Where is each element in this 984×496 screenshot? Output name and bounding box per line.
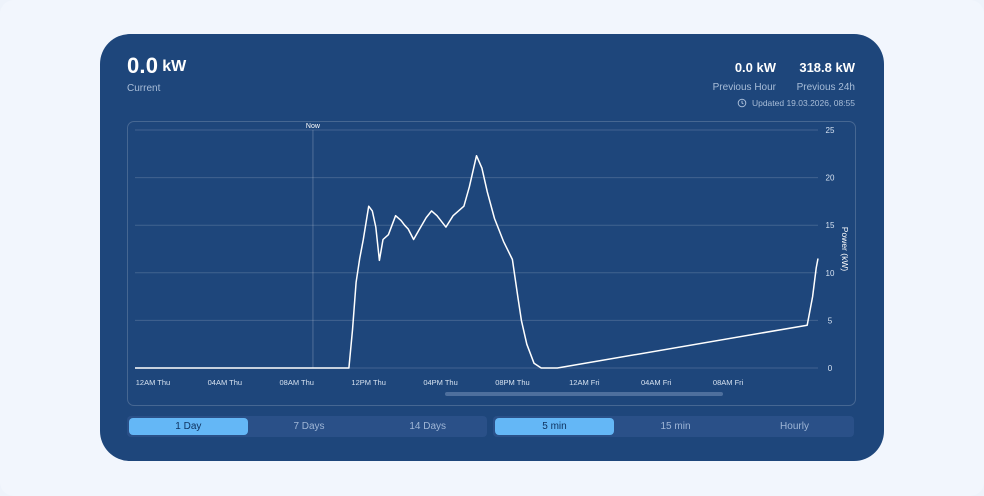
- y-tick-label: 25: [826, 126, 835, 135]
- y-tick-label: 5: [828, 316, 833, 325]
- now-marker-label: Now: [306, 123, 321, 130]
- y-tick-label: 10: [826, 269, 835, 278]
- power-series-line: [135, 154, 819, 369]
- range-option-1-day[interactable]: 1 Day: [129, 418, 248, 435]
- current-power: 0.0 kW Current: [127, 53, 186, 94]
- power-chart-svg: 0 5 10 15 20 25 Power (kW) Now 12AM Thu 04AM Thu 0…: [135, 123, 850, 387]
- current-power-value: 0.0: [127, 53, 159, 78]
- range-option-14-days[interactable]: 14 Days: [409, 421, 447, 432]
- x-tick-label: 12PM Thu: [351, 378, 385, 387]
- y-tick-label: 15: [826, 221, 835, 230]
- energy-card: 0.0 kW Current 0.0 kW Previous Hour 318.8…: [100, 34, 884, 461]
- updated-text: Updated 19.03.2026, 08:55: [751, 98, 855, 108]
- current-power-unit: kW: [162, 58, 187, 75]
- current-power-caption: Current: [127, 83, 161, 94]
- x-tick-label: 08AM Thu: [280, 378, 314, 387]
- x-tick-label: 08AM Fri: [713, 378, 744, 387]
- previous-24h-value: 318.8 kW: [799, 60, 855, 75]
- updated-timestamp: Updated 19.03.2026, 08:55: [737, 98, 855, 108]
- refresh-clock-icon: [737, 98, 747, 108]
- chart-scrollbar[interactable]: [445, 392, 723, 396]
- x-tick-label: 04AM Fri: [641, 378, 672, 387]
- previous-24h-caption: Previous 24h: [796, 82, 855, 93]
- previous-hour-stat: 0.0 kW Previous Hour: [713, 60, 776, 93]
- previous-24h-stat: 318.8 kW Previous 24h: [797, 60, 855, 93]
- y-tick-label: 20: [826, 174, 835, 183]
- x-tick-label: 08PM Thu: [495, 378, 529, 387]
- x-tick-label: 04AM Thu: [208, 378, 242, 387]
- previous-hour-value: 0.0 kW: [734, 60, 776, 75]
- x-tick-label: 12AM Fri: [569, 378, 600, 387]
- x-tick-label: 12AM Thu: [136, 378, 170, 387]
- range-selector: 1 Day 7 Days 14 Days: [127, 416, 487, 437]
- y-tick-label: 0: [828, 364, 833, 373]
- range-option-7-days[interactable]: 7 Days: [293, 421, 325, 432]
- previous-hour-caption: Previous Hour: [712, 82, 776, 93]
- interval-selector: 5 min 15 min Hourly: [493, 416, 854, 437]
- interval-option-15-min[interactable]: 15 min: [660, 421, 691, 432]
- power-chart[interactable]: 0 5 10 15 20 25 Power (kW) Now 12AM Thu 04AM Thu 0…: [127, 121, 856, 406]
- y-axis-title: Power (kW): [840, 227, 850, 272]
- x-tick-label: 04PM Thu: [423, 378, 457, 387]
- interval-option-5-min[interactable]: 5 min: [495, 418, 614, 435]
- interval-option-hourly[interactable]: Hourly: [780, 421, 809, 432]
